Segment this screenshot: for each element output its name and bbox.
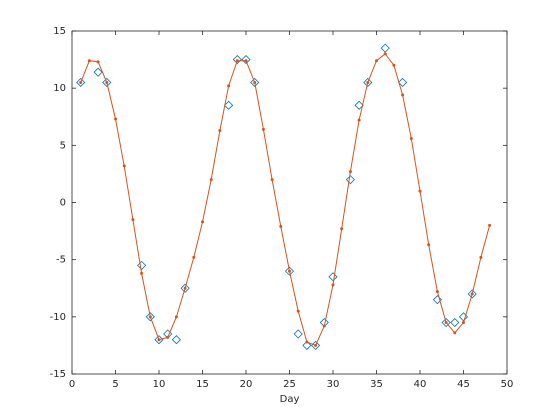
x-tick-label: 0 bbox=[69, 379, 75, 390]
x-tick-label: 25 bbox=[283, 379, 296, 390]
data-point bbox=[102, 77, 112, 88]
data-point bbox=[180, 283, 190, 293]
y-tick-label: 15 bbox=[53, 26, 66, 37]
data-point bbox=[244, 59, 248, 63]
plot-frame bbox=[71, 30, 508, 375]
data-point bbox=[427, 243, 431, 247]
data-point bbox=[441, 317, 451, 328]
data-point bbox=[145, 312, 155, 322]
data-point bbox=[314, 343, 318, 347]
data-point bbox=[166, 335, 170, 339]
x-tick-label: 50 bbox=[501, 379, 514, 390]
data-point bbox=[432, 295, 442, 305]
x-tick-label: 35 bbox=[370, 379, 383, 390]
data-point bbox=[137, 260, 147, 270]
data-point bbox=[383, 52, 387, 56]
y-tick-label: -10 bbox=[50, 312, 66, 323]
data-point bbox=[235, 59, 239, 63]
data-point bbox=[148, 315, 152, 319]
data-point bbox=[302, 340, 312, 350]
data-point bbox=[467, 289, 477, 299]
data-point bbox=[250, 77, 260, 88]
data-point bbox=[444, 321, 448, 325]
data-point bbox=[357, 118, 361, 122]
data-point bbox=[288, 269, 291, 273]
data-point bbox=[401, 93, 405, 97]
data-point bbox=[253, 80, 257, 84]
x-tick-label: 40 bbox=[414, 379, 427, 390]
data-point bbox=[488, 223, 492, 227]
data-point bbox=[366, 80, 370, 84]
data-point bbox=[157, 338, 161, 342]
y-tick-label: -15 bbox=[50, 369, 66, 380]
data-point bbox=[418, 189, 422, 193]
y-tick-label: -5 bbox=[56, 255, 66, 266]
data-point bbox=[154, 335, 164, 345]
data-point bbox=[348, 170, 352, 174]
data-point bbox=[380, 43, 390, 53]
data-point bbox=[293, 329, 303, 339]
data-point bbox=[140, 271, 144, 275]
x-tick-label: 15 bbox=[196, 379, 209, 390]
data-point bbox=[93, 67, 103, 77]
data-point bbox=[470, 292, 474, 296]
data-point bbox=[296, 309, 300, 313]
data-point bbox=[218, 128, 222, 132]
data-point bbox=[241, 55, 251, 65]
data-point bbox=[105, 80, 109, 84]
data-point bbox=[284, 266, 295, 276]
series-line bbox=[80, 53, 491, 347]
x-tick-label: 5 bbox=[112, 379, 118, 390]
y-tick-label: 0 bbox=[60, 198, 66, 209]
x-tick-label: 10 bbox=[153, 379, 166, 390]
data-point bbox=[322, 324, 326, 328]
data-point bbox=[96, 60, 100, 64]
data-point bbox=[131, 218, 135, 222]
data-point bbox=[375, 59, 378, 63]
data-point bbox=[183, 286, 187, 290]
data-point bbox=[224, 100, 234, 110]
data-point bbox=[76, 77, 86, 88]
data-point bbox=[192, 255, 196, 259]
data-point bbox=[398, 77, 408, 88]
data-point bbox=[363, 77, 373, 88]
data-point bbox=[114, 117, 117, 121]
data-point bbox=[232, 55, 242, 65]
data-point bbox=[261, 127, 265, 131]
data-point bbox=[453, 331, 457, 335]
data-point bbox=[305, 340, 309, 344]
data-point bbox=[87, 59, 91, 63]
data-point bbox=[409, 136, 413, 140]
data-point bbox=[227, 84, 231, 88]
x-axis-label: Day bbox=[280, 394, 300, 405]
data-point bbox=[328, 272, 338, 282]
data-point bbox=[79, 80, 83, 84]
data-point bbox=[122, 164, 126, 168]
y-tick-label: 5 bbox=[60, 140, 66, 151]
data-point bbox=[345, 175, 355, 185]
data-point bbox=[435, 290, 439, 294]
data-point bbox=[340, 227, 344, 231]
x-tick-label: 30 bbox=[327, 379, 340, 390]
data-point bbox=[174, 315, 178, 319]
data-point bbox=[201, 220, 204, 224]
data-point bbox=[331, 283, 335, 287]
data-point bbox=[392, 63, 396, 67]
x-tick-label: 45 bbox=[457, 379, 470, 390]
x-tick-label: 20 bbox=[240, 379, 253, 390]
data-point bbox=[279, 225, 283, 229]
data-point bbox=[462, 321, 465, 325]
y-tick-label: 10 bbox=[53, 83, 66, 94]
data-point bbox=[450, 317, 460, 328]
data-point bbox=[270, 178, 274, 182]
data-point bbox=[479, 255, 483, 259]
data-point bbox=[171, 335, 181, 345]
data-point bbox=[209, 178, 213, 182]
data-point bbox=[354, 100, 364, 110]
